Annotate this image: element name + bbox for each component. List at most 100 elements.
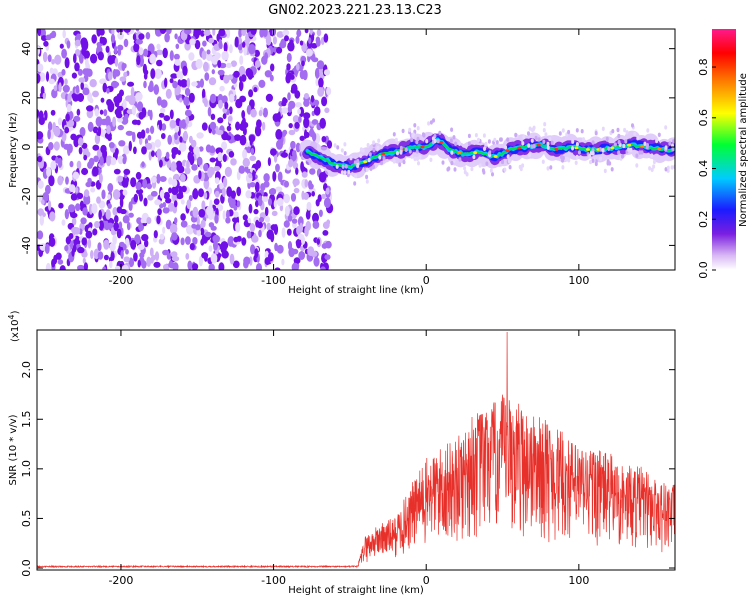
noise-cell (200, 238, 205, 246)
noise-cell (264, 52, 268, 61)
noise-cell (136, 55, 141, 66)
noise-cell (122, 215, 130, 224)
noise-cell (170, 161, 177, 172)
noise-cell (79, 53, 84, 64)
noise-cell (258, 195, 263, 207)
ridge-scatter (571, 146, 574, 151)
colorbar-tick-label: 0.6 (697, 109, 710, 127)
noise-cell (117, 155, 124, 165)
noise-cell (284, 180, 289, 188)
ridge-scatter (664, 167, 668, 172)
noise-cell (209, 157, 216, 163)
noise-cell (325, 240, 332, 249)
noise-cell (98, 209, 102, 220)
ridge-scatter (394, 137, 398, 143)
noise-cell (184, 109, 192, 117)
noise-cell (296, 29, 302, 37)
noise-cell (70, 212, 78, 219)
ridge-scatter (356, 158, 360, 164)
noise-cell (223, 42, 228, 53)
noise-cell (159, 233, 165, 240)
noise-cell (225, 135, 232, 141)
noise-cell (154, 68, 162, 80)
noise-cell (103, 109, 108, 117)
noise-cell (125, 249, 129, 255)
noise-cell (280, 152, 288, 158)
ridge-scatter (530, 144, 534, 149)
noise-cell (83, 262, 88, 270)
noise-cell (239, 55, 244, 65)
noise-cell (324, 254, 331, 260)
noise-cell (296, 239, 302, 249)
ridge-scatter (624, 139, 628, 144)
noise-cell (203, 29, 211, 36)
ridge-scatter (643, 141, 647, 146)
noise-cell (193, 29, 200, 36)
noise-cell (195, 224, 201, 231)
ridge-scatter (544, 132, 548, 137)
noise-cell (166, 253, 172, 260)
noise-cell (258, 229, 262, 238)
noise-cell (117, 117, 123, 123)
ridge-scatter (365, 167, 369, 172)
noise-cell (236, 186, 242, 197)
ridge-scatter (465, 172, 469, 177)
ridge-hotspot (574, 146, 579, 150)
noise-cell (298, 116, 302, 123)
noise-cell (290, 88, 297, 94)
snr-y-ticks: 0.0 0.5 1.0 1.5 2.0 (20, 361, 675, 577)
x-tick-label: 0 (423, 274, 430, 287)
ridge-scatter (652, 159, 656, 165)
noise-cell (185, 236, 191, 245)
noise-cell (127, 81, 135, 87)
noise-cell (281, 107, 289, 114)
noise-cell (254, 60, 261, 68)
ridge-scatter (495, 140, 499, 145)
noise-cell (288, 129, 296, 136)
noise-cell (83, 154, 88, 161)
noise-cell (235, 222, 241, 233)
noise-cell (196, 132, 204, 139)
noise-cell (319, 69, 323, 75)
ridge-scatter (617, 140, 621, 145)
noise-cell (293, 187, 300, 194)
ridge-scatter (527, 131, 530, 136)
noise-cell (225, 29, 231, 39)
noise-cell (308, 180, 313, 188)
noise-cell (154, 251, 160, 261)
noise-cell (180, 119, 187, 129)
ridge-scatter (591, 140, 595, 145)
noise-cell (97, 242, 102, 252)
colorbar-tick-label: 0.2 (697, 211, 710, 229)
noise-cell (292, 178, 300, 186)
noise-cell (229, 253, 235, 265)
ridge-scatter (385, 141, 389, 147)
noise-cell (188, 92, 195, 103)
noise-cell (233, 211, 239, 218)
noise-cell (72, 171, 80, 180)
ridge-scatter (606, 159, 610, 164)
noise-cell (179, 142, 187, 152)
noise-cell (254, 181, 260, 193)
noise-cell (37, 208, 44, 216)
noise-cell (182, 65, 188, 77)
ridge-scatter (458, 141, 462, 146)
ridge-hotspot (493, 155, 498, 158)
noise-cell (76, 33, 82, 40)
noise-cell (190, 139, 197, 148)
noise-cell (254, 126, 262, 137)
noise-cell (71, 72, 77, 79)
ridge-scatter (340, 170, 344, 175)
noise-cell (283, 220, 290, 228)
noise-cell (44, 243, 50, 254)
noise-cell (145, 142, 153, 150)
noise-cell (303, 112, 311, 120)
noise-cell (161, 133, 166, 140)
ridge-scatter (436, 138, 440, 144)
noise-cell (119, 197, 124, 208)
noise-cell (207, 166, 215, 176)
noise-cell (162, 207, 170, 214)
noise-cell (171, 152, 176, 160)
noise-cell (304, 179, 309, 188)
